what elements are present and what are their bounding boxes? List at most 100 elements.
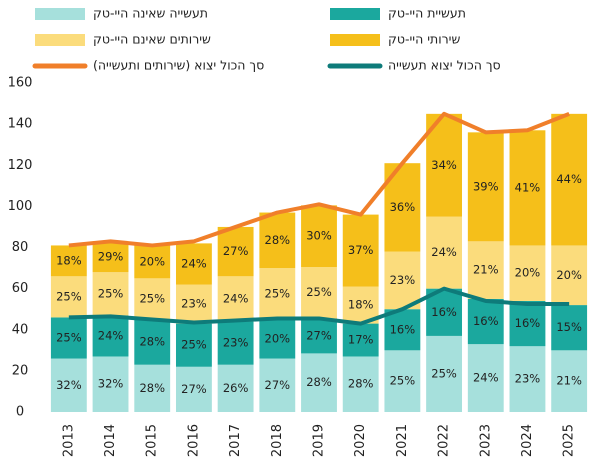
segment-label: 29% — [98, 249, 124, 263]
segment-label: 16% — [390, 322, 416, 336]
x-tick-label: 2023 — [478, 424, 493, 457]
legend-label: תעשייה שאינה היי-טק — [93, 6, 208, 21]
y-tick-label: 140 — [8, 117, 33, 132]
bar-segment — [509, 245, 546, 301]
x-tick-label: 2025 — [562, 424, 577, 457]
segment-label: 44% — [556, 172, 582, 186]
segment-label: 17% — [348, 333, 374, 347]
segment-label: 27% — [265, 378, 291, 392]
segment-label: 23% — [515, 372, 541, 386]
legend-label: סך הכול יצוא (שירותים ותעשייה) — [93, 58, 264, 73]
bar-segment — [134, 319, 171, 365]
bar-segment — [342, 323, 379, 357]
segment-label: 24% — [431, 245, 457, 259]
segment-label: 25% — [265, 286, 291, 300]
bar-segment — [217, 321, 254, 365]
x-tick-label: 2016 — [186, 424, 201, 457]
y-tick-label: 160 — [8, 76, 33, 91]
segment-label: 25% — [390, 374, 416, 388]
segment-label: 32% — [98, 377, 124, 391]
legend-label: שירותי היי-טק — [388, 32, 460, 47]
segment-label: 16% — [473, 314, 499, 328]
bar-segment — [301, 318, 337, 354]
segment-label: 26% — [223, 381, 249, 395]
x-tick-label: 2014 — [103, 424, 118, 457]
segment-label: 21% — [473, 263, 499, 277]
bar-segment — [92, 315, 129, 357]
segment-label: 30% — [306, 229, 332, 243]
legend-label: תעשיית היי-טק — [388, 6, 466, 21]
segment-label: 15% — [556, 320, 582, 334]
bar-segment — [301, 353, 337, 412]
bar-segment — [217, 364, 254, 412]
bar-segment — [301, 267, 337, 319]
bar-segment — [301, 205, 337, 268]
segment-label: 36% — [390, 200, 416, 214]
segment-label: 20% — [515, 266, 541, 280]
bar-segment — [175, 243, 212, 285]
segment-label: 28% — [139, 335, 165, 349]
legend-swatch — [35, 34, 85, 46]
segment-label: 25% — [181, 338, 207, 352]
bar-segment — [92, 241, 129, 273]
bar-segment — [259, 358, 296, 412]
bar-segment — [467, 132, 504, 242]
y-tick-label: 0 — [16, 405, 24, 420]
bar-segment — [50, 276, 87, 318]
bar-segment — [134, 245, 171, 279]
segment-label: 16% — [431, 305, 457, 319]
segment-label: 34% — [431, 158, 457, 172]
bar-segment — [50, 245, 87, 277]
y-tick-label: 80 — [12, 240, 29, 255]
bar-segment — [92, 272, 129, 316]
line — [68, 286, 570, 326]
bar-segment — [384, 350, 421, 412]
legend-label: שירותים שאינם היי-טק — [93, 32, 211, 47]
segment-label: 21% — [556, 374, 582, 388]
bar-segment — [217, 226, 254, 277]
bar-segment — [509, 130, 546, 246]
bar-segment — [92, 356, 129, 412]
bar-segment — [384, 309, 421, 351]
bar-segment — [467, 344, 504, 412]
bar-segment — [217, 276, 254, 322]
y-tick-label: 120 — [8, 158, 33, 173]
bar-segment — [467, 298, 504, 345]
y-tick-label: 60 — [12, 281, 29, 296]
x-tick-label: 2024 — [520, 424, 535, 457]
segment-label: 27% — [223, 244, 249, 258]
bar-segment — [509, 300, 546, 347]
segment-label: 24% — [223, 291, 249, 305]
bar-segment — [134, 364, 171, 412]
line — [68, 111, 570, 248]
bar-segment — [551, 113, 588, 246]
x-tick-label: 2021 — [395, 424, 410, 457]
y-tick-label: 20 — [12, 363, 29, 378]
segment-label: 18% — [56, 253, 82, 267]
segment-label: 18% — [348, 298, 374, 312]
segment-label: 27% — [306, 328, 332, 342]
segment-label: 32% — [56, 378, 82, 392]
bar-segment — [175, 366, 212, 412]
segment-label: 41% — [515, 180, 541, 194]
segment-label: 28% — [306, 375, 332, 389]
bar-segment — [259, 212, 296, 269]
segment-label: 23% — [223, 336, 249, 350]
bar-segment — [551, 245, 588, 306]
legend-swatch — [330, 8, 380, 20]
legend-swatch — [330, 34, 380, 46]
y-tick-label: 100 — [8, 199, 33, 214]
segment-label: 20% — [556, 268, 582, 282]
bar-segment — [175, 323, 212, 367]
segment-label: 24% — [473, 371, 499, 385]
x-tick-label: 2019 — [312, 424, 327, 457]
bar-segment — [384, 251, 421, 310]
segment-label: 24% — [98, 328, 124, 342]
segment-label: 39% — [473, 179, 499, 193]
segment-label: 25% — [56, 289, 82, 303]
segment-label: 37% — [348, 243, 374, 257]
legend-swatch — [35, 8, 85, 20]
segment-label: 25% — [98, 286, 124, 300]
x-tick-label: 2020 — [353, 424, 368, 457]
